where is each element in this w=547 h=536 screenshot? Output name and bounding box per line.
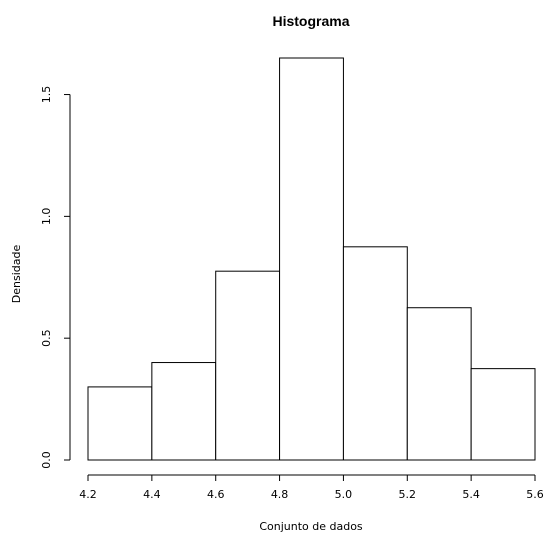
x-tick-label: 4.8: [271, 488, 289, 501]
x-tick-label: 4.6: [207, 488, 225, 501]
y-axis: 0.0 0.5 1.0 1.5: [40, 86, 71, 469]
bars-group: [87, 57, 536, 461]
x-tick-label: 4.4: [143, 488, 161, 501]
x-axis: 4.2 4.4 4.6 4.8 5.0 5.2 5.4 5.6: [79, 474, 544, 501]
histogram-bar-3: [279, 57, 344, 461]
x-tick-label: 5.4: [462, 488, 480, 501]
histogram-bar-0: [87, 386, 153, 461]
y-tick-label: 0.0: [40, 451, 53, 469]
x-tick-label: 5.0: [335, 488, 353, 501]
x-axis-label: Conjunto de dados: [259, 520, 363, 533]
y-tick-label: 1.0: [40, 208, 53, 226]
x-tick-label: 5.2: [399, 488, 417, 501]
x-tick-label: 4.2: [79, 488, 97, 501]
histogram-bar-6: [470, 368, 536, 461]
histogram-bar-4: [342, 246, 408, 461]
x-tick-label: 5.6: [526, 488, 544, 501]
y-tick-label: 1.5: [40, 86, 53, 104]
histogram-bar-2: [215, 270, 281, 461]
histogram-bar-5: [406, 307, 472, 461]
histogram-bar-1: [151, 362, 217, 461]
y-tick-label: 0.5: [40, 329, 53, 347]
y-axis-label: Densidade: [10, 245, 23, 304]
chart-title: Histograma: [272, 13, 349, 29]
